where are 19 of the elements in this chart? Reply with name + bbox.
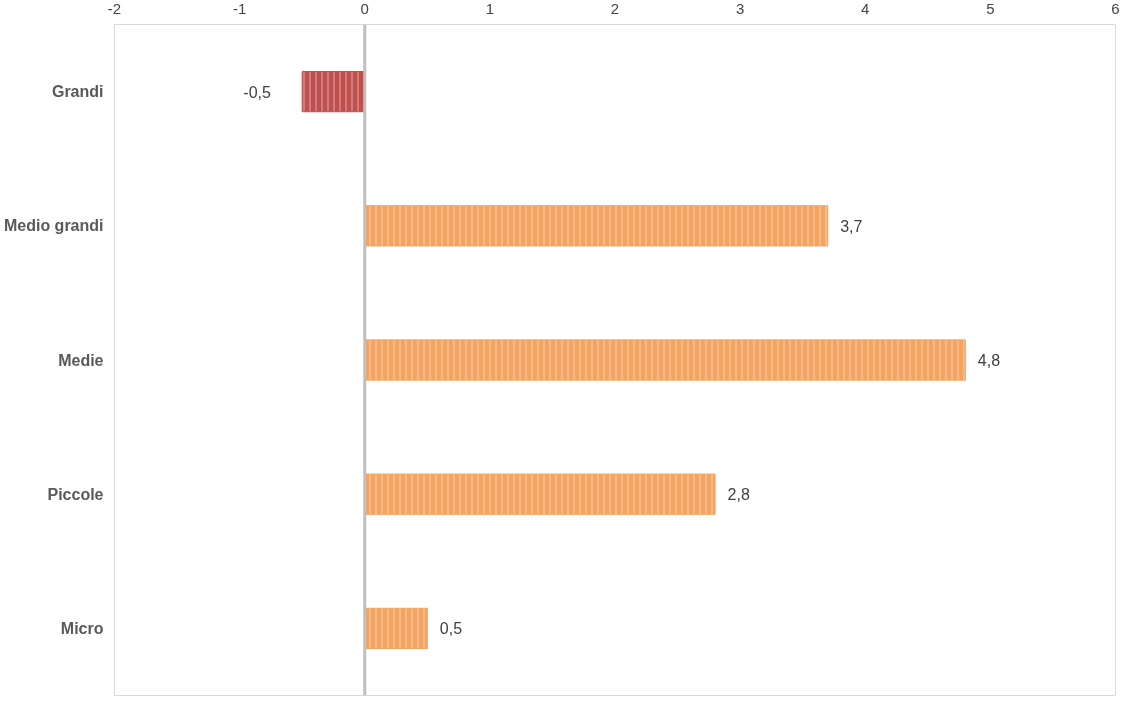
x-tick-label: 4 <box>861 0 870 17</box>
x-tick-label: 1 <box>485 0 495 17</box>
y-tick-label: Grandi <box>51 83 104 101</box>
x-tick-label: 0 <box>360 0 369 17</box>
y-tick-label: Piccole <box>47 485 104 503</box>
data-label: 2,8 <box>727 486 750 504</box>
y-tick-label: Medio grandi <box>3 217 104 235</box>
x-tick-label: -2 <box>107 0 122 17</box>
data-label: -0,5 <box>243 83 272 101</box>
x-tick-label: 6 <box>1111 0 1120 17</box>
data-label: 4,8 <box>977 352 1001 369</box>
x-tick-label: 2 <box>610 0 620 17</box>
y-tick-label: Medie <box>58 351 104 369</box>
x-tick-label: 3 <box>735 0 745 17</box>
y-tick-label: Micro <box>60 619 104 637</box>
data-label: 3,7 <box>840 217 863 235</box>
x-tick-label: 5 <box>986 0 995 17</box>
x-tick-label: -1 <box>232 0 247 17</box>
data-label: 0,5 <box>439 620 463 638</box>
